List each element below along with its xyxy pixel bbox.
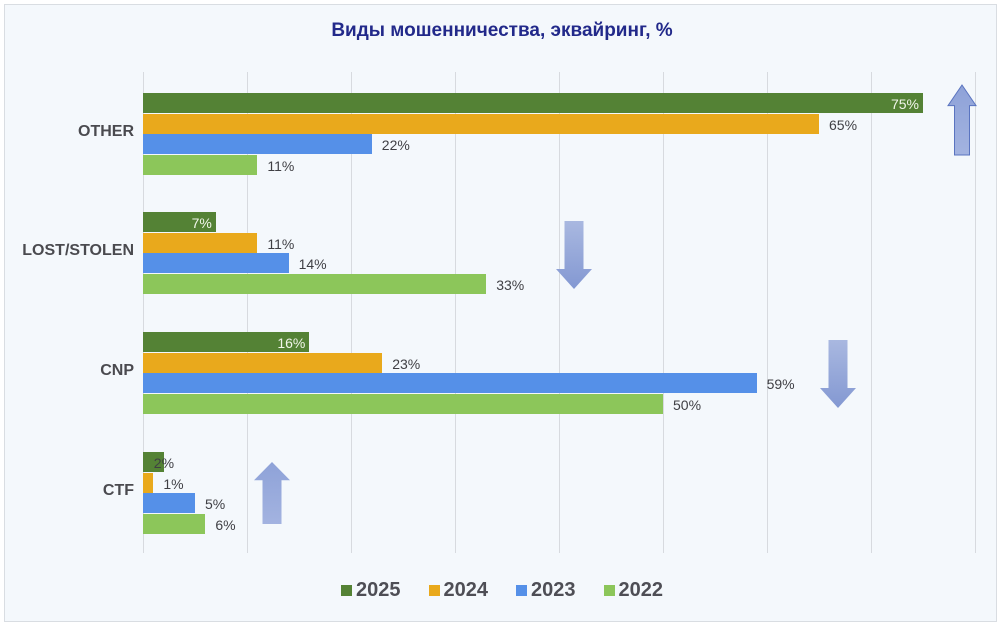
gridline [663, 72, 664, 553]
gridline [455, 72, 456, 553]
arrow-down-icon [556, 221, 592, 289]
legend-label: 2023 [531, 579, 576, 601]
bar-2024 [143, 472, 154, 493]
legend-label: 2024 [443, 579, 489, 601]
data-label: 33% [496, 276, 525, 293]
data-label: 23% [392, 355, 421, 372]
bar-2022 [143, 154, 258, 175]
data-label: 6% [215, 516, 236, 533]
arrow-up-icon [254, 462, 290, 524]
data-label: 14% [298, 256, 327, 272]
category-label: OTHER [78, 123, 134, 140]
gridline [351, 72, 352, 553]
gridline [767, 72, 768, 553]
data-label: 50% [673, 396, 702, 413]
legend: 2025 2024 2023 2022 [0, 579, 1004, 602]
legend-swatch [341, 585, 352, 596]
legend-swatch [603, 585, 615, 596]
gridline [871, 72, 872, 553]
data-label: 75% [890, 96, 919, 112]
legend-item-2022[interactable]: 2022 [603, 579, 664, 602]
gridline [143, 72, 144, 553]
gridline [247, 72, 248, 553]
bar-2025 [143, 93, 923, 113]
bar-2023 [143, 373, 757, 393]
data-label: 65% [829, 116, 858, 133]
bar-2023 [143, 493, 195, 513]
legend-swatch [516, 585, 527, 596]
bar-2023 [143, 134, 372, 154]
legend-label: 2022 [618, 579, 664, 601]
data-label: 11% [267, 235, 295, 252]
data-label: 1% [163, 475, 184, 492]
legend-swatch [428, 585, 440, 596]
bar-2023 [143, 253, 289, 273]
bar-2022 [143, 273, 487, 294]
category-label: LOST/STOLEN [22, 242, 134, 259]
arrow-up-icon [947, 84, 977, 156]
category-label: CTF [102, 482, 134, 499]
arrow-down-icon [820, 340, 856, 408]
bar-2024 [143, 113, 819, 134]
bar-2024 [143, 352, 383, 373]
data-label: 59% [766, 376, 795, 392]
gridline [559, 72, 560, 553]
legend-item-2024[interactable]: 2024 [428, 579, 489, 602]
bar-2025 [143, 332, 310, 352]
chart-title: Виды мошенничества, эквайринг, % [331, 20, 673, 41]
data-label: 5% [205, 496, 226, 512]
bar-2022 [143, 393, 663, 414]
category-label: CNP [100, 362, 134, 379]
data-label: 2% [153, 455, 175, 471]
gridline [975, 72, 976, 553]
bar-2025 [143, 212, 216, 232]
legend-item-2023[interactable]: 2023 [516, 579, 576, 602]
legend-item-2025[interactable]: 2025 [341, 579, 401, 602]
bar-2024 [143, 232, 258, 253]
legend-label: 2025 [356, 579, 401, 601]
data-label: 16% [277, 335, 306, 351]
data-label: 11% [267, 157, 295, 174]
data-label: 22% [381, 137, 410, 153]
bar-2025 [143, 452, 164, 472]
bar-2022 [143, 513, 206, 534]
data-label: 7% [191, 215, 212, 231]
